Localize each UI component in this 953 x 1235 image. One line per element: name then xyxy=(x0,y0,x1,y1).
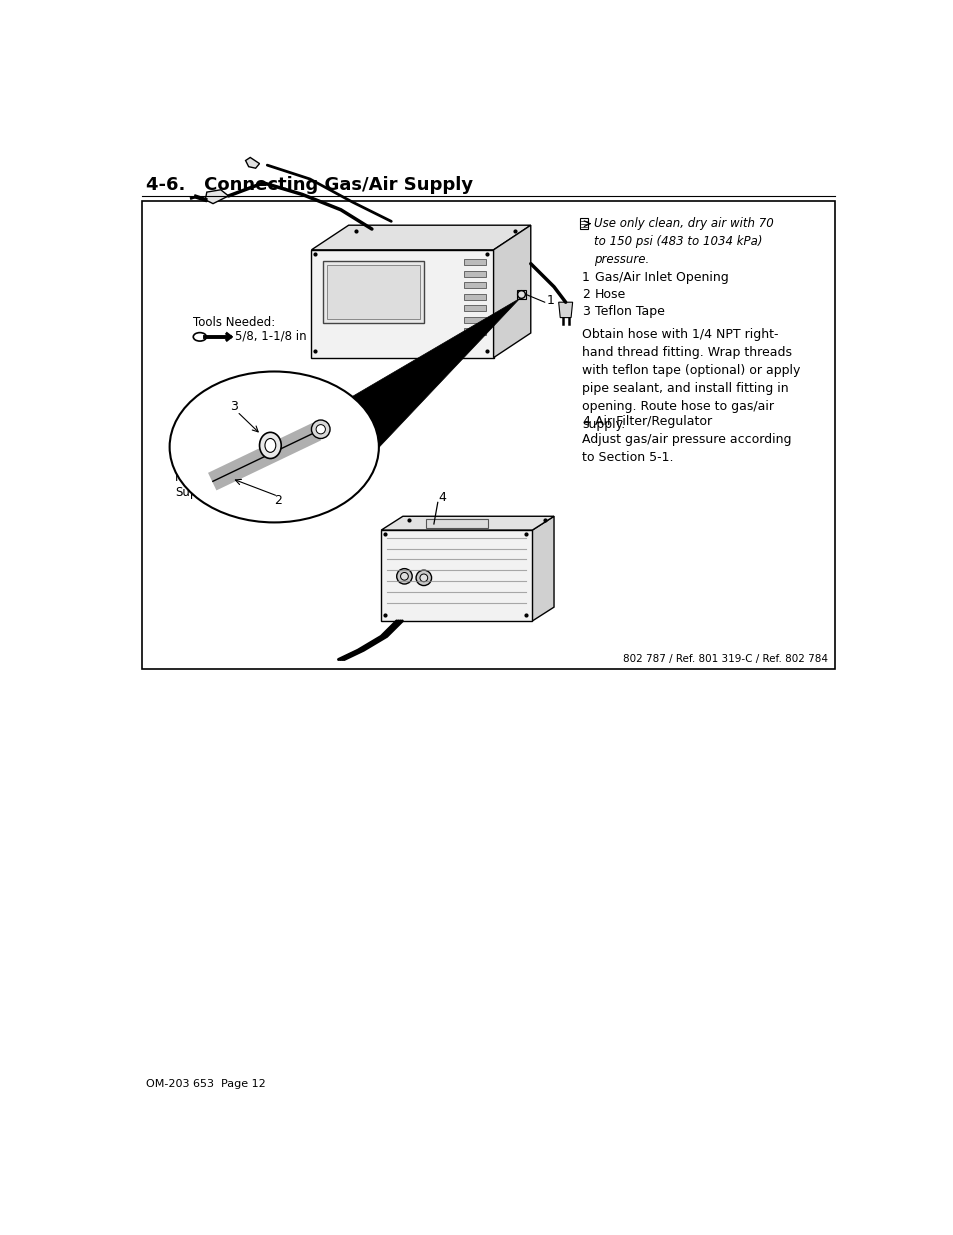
Text: Tools Needed:: Tools Needed: xyxy=(193,316,274,329)
FancyBboxPatch shape xyxy=(579,219,587,228)
Circle shape xyxy=(400,573,408,580)
Polygon shape xyxy=(493,225,530,358)
Polygon shape xyxy=(381,516,554,530)
Text: 3: 3 xyxy=(581,305,589,319)
Polygon shape xyxy=(381,530,532,621)
Circle shape xyxy=(517,290,525,299)
Text: 4-6.   Connecting Gas/Air Supply: 4-6. Connecting Gas/Air Supply xyxy=(146,177,473,194)
Text: Adjust gas/air pressure according
to Section 5-1.: Adjust gas/air pressure according to Sec… xyxy=(581,433,791,464)
Polygon shape xyxy=(558,303,572,317)
Circle shape xyxy=(419,574,427,582)
Text: Hose: Hose xyxy=(595,288,626,301)
Text: OM-203 653  Page 12: OM-203 653 Page 12 xyxy=(146,1078,266,1089)
Ellipse shape xyxy=(170,372,378,522)
Circle shape xyxy=(311,420,330,438)
Text: 1: 1 xyxy=(581,272,589,284)
Bar xyxy=(517,290,525,299)
Polygon shape xyxy=(336,299,519,469)
Text: 5/8, 1-1/8 in: 5/8, 1-1/8 in xyxy=(234,330,306,343)
Polygon shape xyxy=(205,190,229,204)
Ellipse shape xyxy=(193,332,206,341)
Circle shape xyxy=(416,571,431,585)
Bar xyxy=(142,200,834,668)
Ellipse shape xyxy=(265,438,275,452)
Text: 1: 1 xyxy=(546,294,554,308)
Circle shape xyxy=(396,568,412,584)
Text: Teflon Tape: Teflon Tape xyxy=(595,305,664,319)
Text: Use only clean, dry air with 70
to 150 psi (483 to 1034 kPa)
pressure.: Use only clean, dry air with 70 to 150 p… xyxy=(593,217,773,267)
Bar xyxy=(426,519,488,527)
Bar xyxy=(464,282,485,288)
Text: 3: 3 xyxy=(230,400,237,414)
Polygon shape xyxy=(245,157,259,168)
Text: 4: 4 xyxy=(581,415,589,427)
Bar xyxy=(464,259,485,266)
Bar xyxy=(464,270,485,277)
Text: 2: 2 xyxy=(581,288,589,301)
Bar xyxy=(464,317,485,324)
Bar xyxy=(323,262,423,324)
Bar xyxy=(464,329,485,335)
Polygon shape xyxy=(311,249,493,358)
Text: From Gas/Air
Supply: From Gas/Air Supply xyxy=(174,471,251,499)
Text: 4: 4 xyxy=(438,490,446,504)
Bar xyxy=(464,305,485,311)
Text: 2: 2 xyxy=(274,494,282,508)
Polygon shape xyxy=(532,516,554,621)
Bar xyxy=(327,266,419,319)
Bar xyxy=(464,294,485,300)
Circle shape xyxy=(315,425,325,433)
Polygon shape xyxy=(311,225,530,249)
Text: Obtain hose with 1/4 NPT right-
hand thread fitting. Wrap threads
with teflon ta: Obtain hose with 1/4 NPT right- hand thr… xyxy=(581,329,800,431)
Text: Gas/Air Inlet Opening: Gas/Air Inlet Opening xyxy=(595,272,728,284)
Text: Air Filter/Regulator: Air Filter/Regulator xyxy=(595,415,712,427)
Text: 802 787 / Ref. 801 319-C / Ref. 802 784: 802 787 / Ref. 801 319-C / Ref. 802 784 xyxy=(622,655,827,664)
Ellipse shape xyxy=(259,432,281,458)
